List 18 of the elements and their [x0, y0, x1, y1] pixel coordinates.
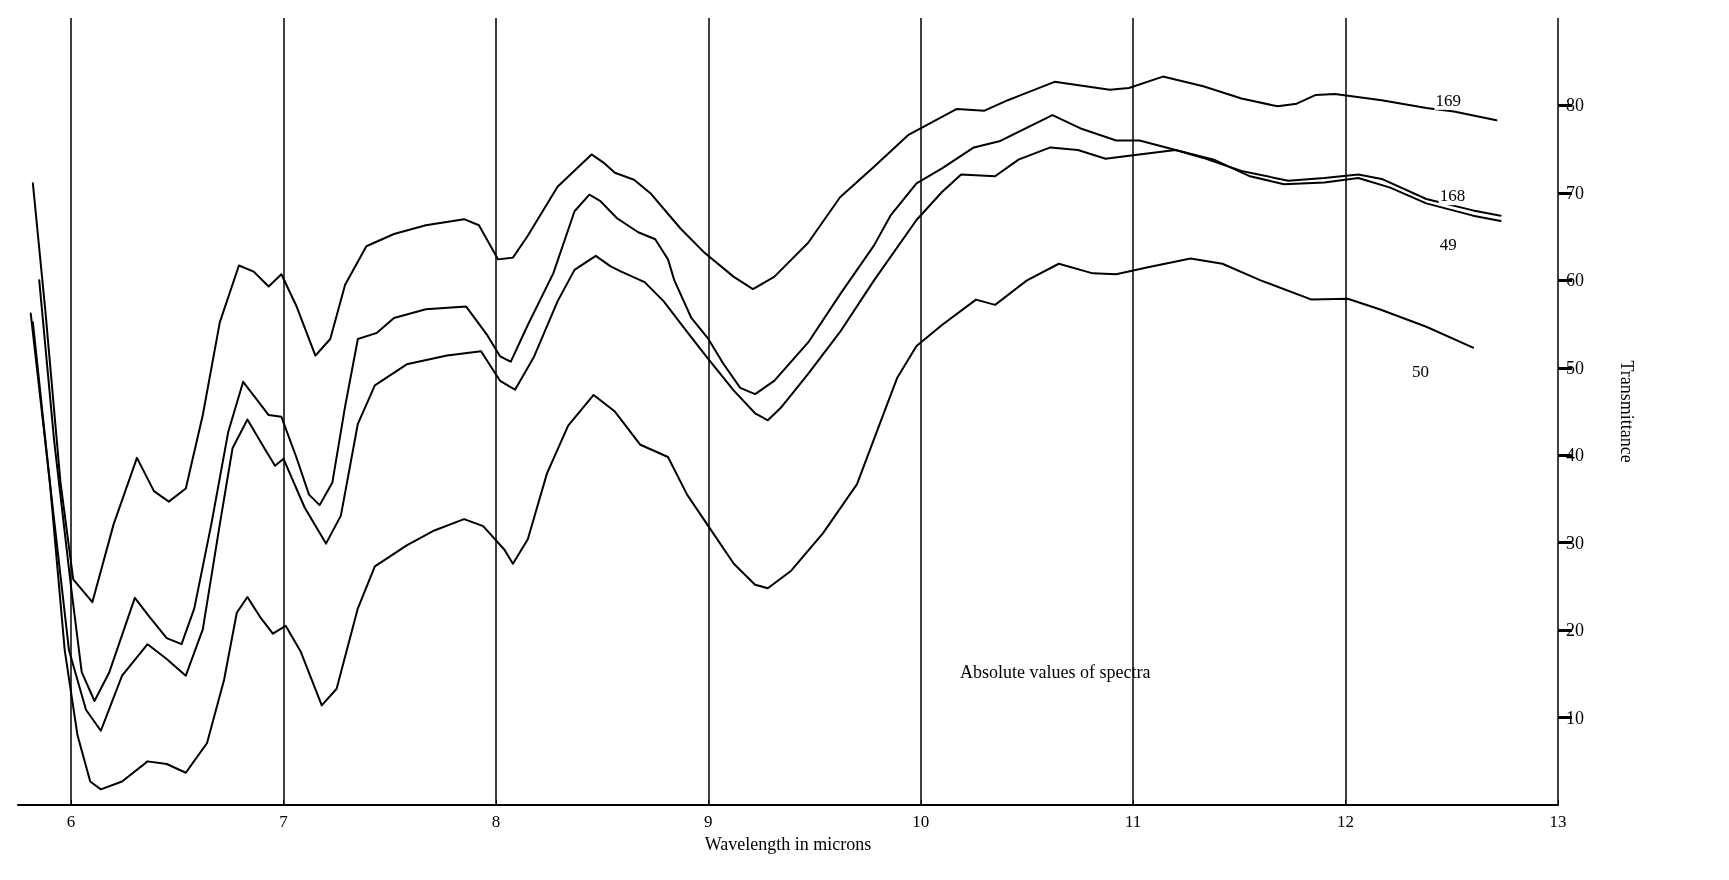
y-axis-title: Transmittance — [1617, 360, 1637, 463]
x-tick-label: 10 — [912, 812, 930, 832]
y-tick-label: 40 — [1566, 445, 1584, 466]
series-label: 169 — [1435, 90, 1461, 110]
x-axis-title: Wavelength in microns — [704, 834, 872, 854]
x-tick-label: 11 — [1124, 812, 1142, 832]
x-tick-label: 7 — [279, 812, 289, 832]
x-tick-label: 9 — [704, 812, 713, 832]
x-tick-label: 12 — [1337, 812, 1355, 832]
x-tick-label: 13 — [1549, 812, 1567, 832]
series-label: 49 — [1439, 235, 1457, 255]
series-label: 168 — [1439, 186, 1466, 206]
x-tick-label: 8 — [491, 812, 501, 832]
y-tick-label: 30 — [1566, 532, 1584, 553]
y-tick-label: 50 — [1566, 357, 1584, 378]
series-label: 50 — [1412, 362, 1430, 382]
x-tick-label: 6 — [66, 812, 76, 832]
y-tick-label: 20 — [1566, 620, 1584, 641]
